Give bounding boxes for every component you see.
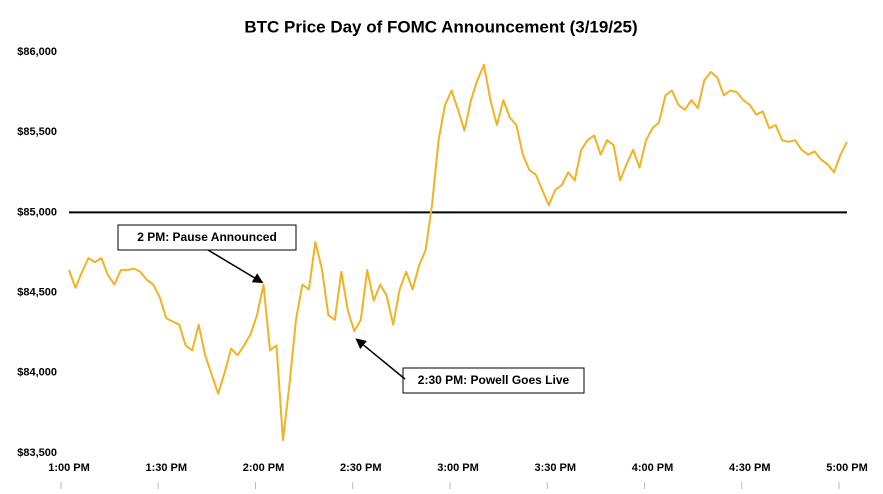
y-tick-label: $86,000 xyxy=(17,46,57,58)
price-line xyxy=(68,63,848,442)
annotation-box xyxy=(117,224,297,251)
annotation-arrow xyxy=(207,249,264,284)
y-tick-label: $84,000 xyxy=(17,367,57,379)
y-tick-label: $84,500 xyxy=(17,287,57,299)
annotation-text: 2:30 PM: Powell Goes Live xyxy=(418,373,570,387)
x-tick-label: 1:30 PM xyxy=(145,462,187,474)
x-tick-label: 3:30 PM xyxy=(534,462,576,474)
x-tick-label: 4:30 PM xyxy=(729,462,771,474)
x-tick-label: 2:30 PM xyxy=(340,462,382,474)
annotation-arrow xyxy=(355,338,406,380)
x-tick-label: 4:00 PM xyxy=(632,462,674,474)
y-tick-label: $85,500 xyxy=(17,126,57,138)
x-tick-label: 1:00 PM xyxy=(48,462,90,474)
y-tick-label: $85,000 xyxy=(17,206,57,218)
annotation-box xyxy=(402,367,585,394)
y-tick-label: $83,500 xyxy=(17,447,57,459)
x-tick-label: 2:00 PM xyxy=(243,462,285,474)
x-tick-label: 5:00 PM xyxy=(826,462,868,474)
annotation-text: 2 PM: Pause Announced xyxy=(137,230,277,244)
chart-title: BTC Price Day of FOMC Announcement (3/19… xyxy=(244,17,637,36)
x-tick-label: 3:00 PM xyxy=(437,462,479,474)
